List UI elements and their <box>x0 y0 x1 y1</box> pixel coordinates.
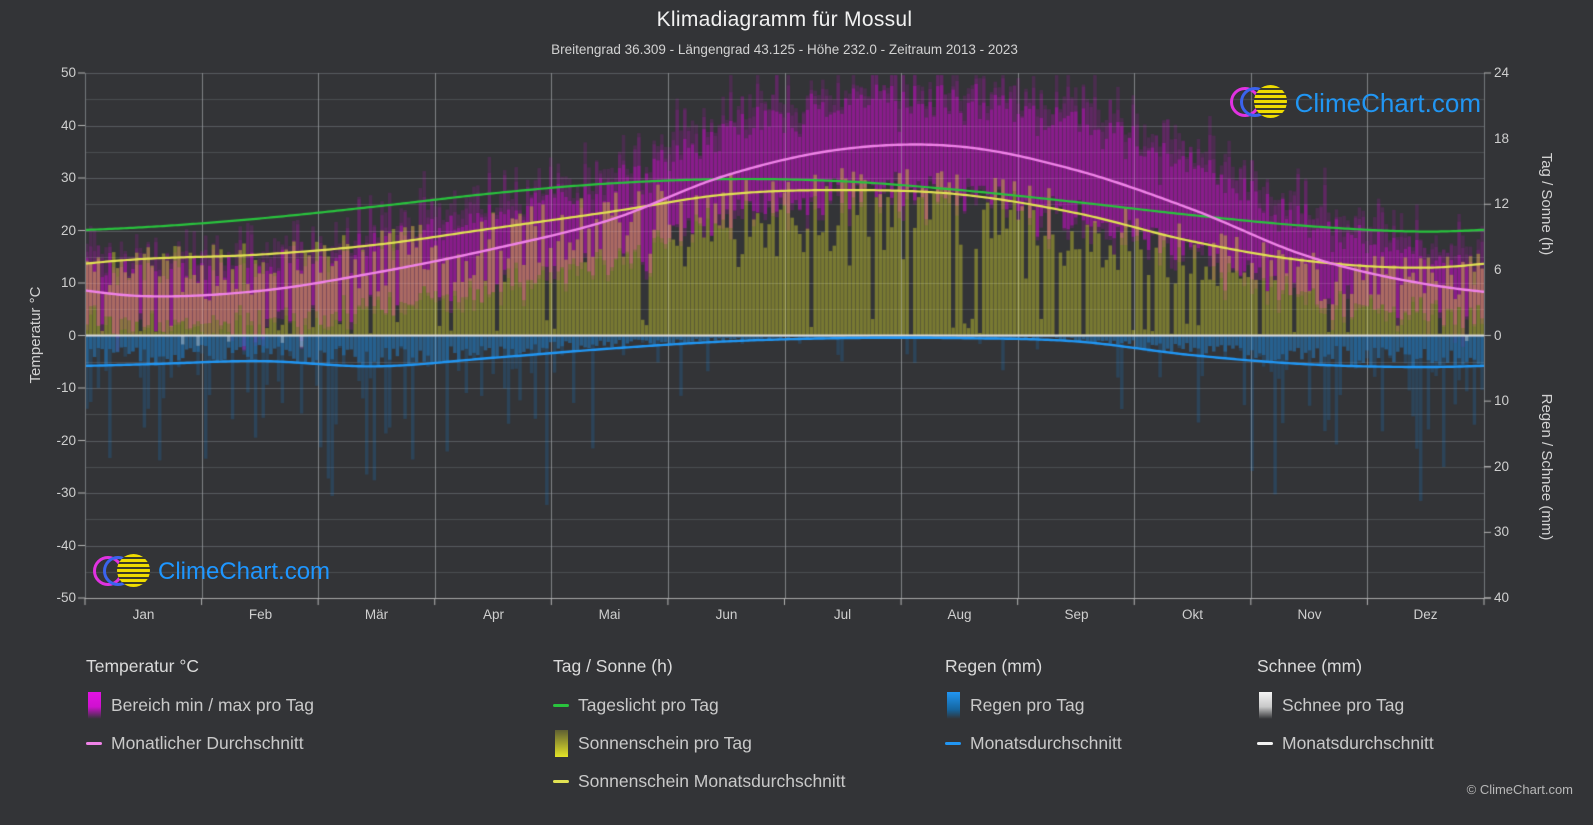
legend-item: Sonnenschein pro Tag <box>553 724 752 762</box>
legend-item: Monatsdurchschnitt <box>1257 724 1434 762</box>
sun-tick: 24 <box>1494 65 1510 80</box>
month-label: Jul <box>833 607 852 622</box>
sun-tick: 0 <box>1494 328 1502 343</box>
sunshine-avg-line-swatch <box>553 779 569 783</box>
temp-tick: -30 <box>56 485 76 500</box>
rain-swatch <box>945 691 961 719</box>
rain-tick: 40 <box>1494 590 1510 605</box>
logo-sun-ball <box>117 554 150 587</box>
temp-tick: -10 <box>56 380 76 395</box>
sun-tick: 12 <box>1494 196 1510 211</box>
month-label: Mai <box>598 607 621 622</box>
rain-avg-line-swatch <box>945 741 961 745</box>
climechart-logo-icon <box>1229 84 1288 122</box>
month-label: Sep <box>1064 607 1089 622</box>
rain-tick: 10 <box>1494 393 1510 408</box>
sunshine-swatch <box>553 729 569 757</box>
month-label: Apr <box>482 607 504 622</box>
legend-label: Monatlicher Durchschnitt <box>111 732 304 753</box>
page-title: Klimadiagramm für Mossul <box>656 8 913 31</box>
daylight-line-swatch <box>553 703 569 707</box>
month-label: Feb <box>248 607 273 622</box>
temp-tick: -20 <box>56 433 76 448</box>
temp-tick: 10 <box>60 275 76 290</box>
logo-sun-ball <box>1253 85 1287 118</box>
temp-tick: 0 <box>68 328 76 343</box>
watermark-bottom-left: ClimeChart.com <box>93 553 330 591</box>
legend-item: Monatlicher Durchschnitt <box>86 724 304 762</box>
temp-tick: 50 <box>60 65 76 80</box>
watermark-text: ClimeChart.com <box>158 558 331 585</box>
temp-tick: -40 <box>56 538 76 553</box>
legend-item: Sonnenschein Monatsdurchschnitt <box>553 762 846 800</box>
legend-label: Monatsdurchschnitt <box>970 732 1122 753</box>
month-label: Aug <box>947 607 972 622</box>
climechart-logo-icon <box>93 553 151 591</box>
month-label: Nov <box>1297 607 1322 622</box>
legend-item: Regen pro Tag <box>945 686 1085 724</box>
temp-avg-line-swatch <box>86 741 102 745</box>
temp-tick: 20 <box>60 223 76 238</box>
right-axis-title-sun: Tag / Sonne (h) <box>1538 152 1555 256</box>
sun-tick: 18 <box>1494 131 1510 146</box>
legend-group-title-rain: Regen (mm) <box>945 656 1043 676</box>
page-subtitle: Breitengrad 36.309 - Längengrad 43.125 -… <box>551 42 1018 57</box>
legend-item: Tageslicht pro Tag <box>553 686 719 724</box>
snow-avg-line-swatch <box>1257 741 1273 745</box>
copyright-note: © ClimeChart.com <box>1466 782 1573 797</box>
legend-group-title-temperature: Temperatur °C <box>86 656 200 676</box>
temp-tick: 30 <box>60 170 76 185</box>
temp-tick: 40 <box>60 118 76 133</box>
month-label: Okt <box>1181 607 1203 622</box>
legend-item: Bereich min / max pro Tag <box>86 686 314 724</box>
month-label: Mär <box>364 607 389 622</box>
legend-label: Monatsdurchschnitt <box>1282 732 1434 753</box>
sun-tick: 6 <box>1494 262 1502 277</box>
month-label: Jun <box>715 607 738 622</box>
right-axis-title-precip: Regen / Schnee (mm) <box>1538 393 1555 541</box>
rain-tick: 20 <box>1494 459 1510 474</box>
legend-label: Schnee pro Tag <box>1282 694 1405 715</box>
legend-label: Regen pro Tag <box>970 694 1085 715</box>
temp-range-swatch <box>86 691 102 719</box>
legend-item: Schnee pro Tag <box>1257 686 1404 724</box>
legend-label: Sonnenschein Monatsdurchschnitt <box>578 770 846 791</box>
rain-tick: 30 <box>1494 524 1510 539</box>
snow-swatch <box>1257 691 1273 719</box>
month-label: Jan <box>132 607 155 622</box>
legend-group-title-snow: Schnee (mm) <box>1257 656 1363 676</box>
legend-item: Monatsdurchschnitt <box>945 724 1122 762</box>
watermark-text: ClimeChart.com <box>1294 87 1481 118</box>
month-label: Dez <box>1413 607 1438 622</box>
legend-label: Bereich min / max pro Tag <box>111 694 314 715</box>
watermark-top-right: ClimeChart.com <box>1229 84 1481 122</box>
legend-group-title-sun: Tag / Sonne (h) <box>553 656 673 676</box>
legend-label: Sonnenschein pro Tag <box>578 732 752 753</box>
temp-tick: -50 <box>56 590 76 605</box>
legend-label: Tageslicht pro Tag <box>578 694 719 715</box>
left-axis-title: Temperatur °C <box>27 286 44 384</box>
